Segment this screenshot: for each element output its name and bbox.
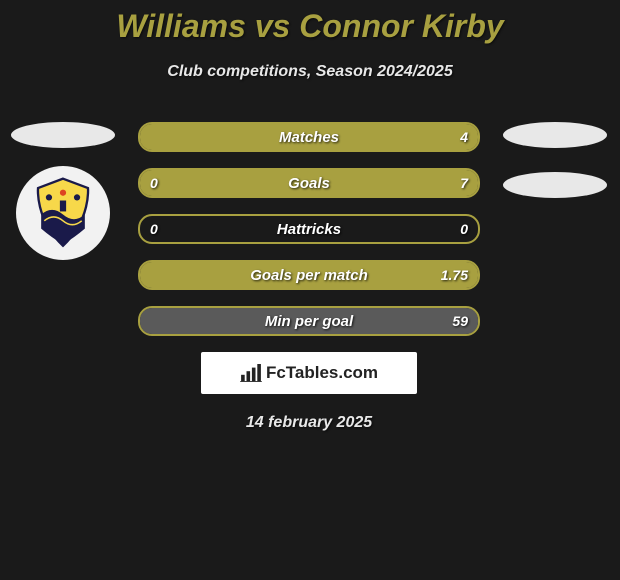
stat-label: Min per goal [140, 308, 478, 334]
stat-row: Matches4 [138, 122, 480, 152]
bar-chart-icon [240, 364, 262, 382]
player-placeholder-ellipse [503, 122, 607, 148]
comparison-card: Williams vs Connor Kirby Club competitio… [0, 0, 620, 81]
stat-row: 0Goals7 [138, 168, 480, 198]
page-title: Williams vs Connor Kirby [0, 0, 620, 45]
player-placeholder-ellipse [503, 172, 607, 198]
subtitle: Club competitions, Season 2024/2025 [0, 63, 620, 81]
stat-right-value: 7 [460, 170, 468, 196]
stat-row: 0Hattricks0 [138, 214, 480, 244]
stat-right-value: 4 [460, 124, 468, 150]
left-player-column [8, 122, 118, 260]
stat-label: Hattricks [140, 216, 478, 242]
stat-right-value: 1.75 [441, 262, 468, 288]
brand-text: FcTables.com [266, 363, 378, 383]
stat-row: Goals per match1.75 [138, 260, 480, 290]
stat-label: Goals per match [140, 262, 478, 288]
player-placeholder-ellipse [11, 122, 115, 148]
stats-panel: Matches40Goals70Hattricks0Goals per matc… [138, 122, 480, 432]
stat-right-value: 59 [452, 308, 468, 334]
club-badge-svg [24, 174, 102, 252]
stat-label: Matches [140, 124, 478, 150]
stat-row: Min per goal59 [138, 306, 480, 336]
stat-label: Goals [140, 170, 478, 196]
brand-logo[interactable]: FcTables.com [201, 352, 417, 394]
club-badge [16, 166, 110, 260]
stat-right-value: 0 [460, 216, 468, 242]
date: 14 february 2025 [138, 414, 480, 432]
right-player-column [500, 122, 610, 222]
